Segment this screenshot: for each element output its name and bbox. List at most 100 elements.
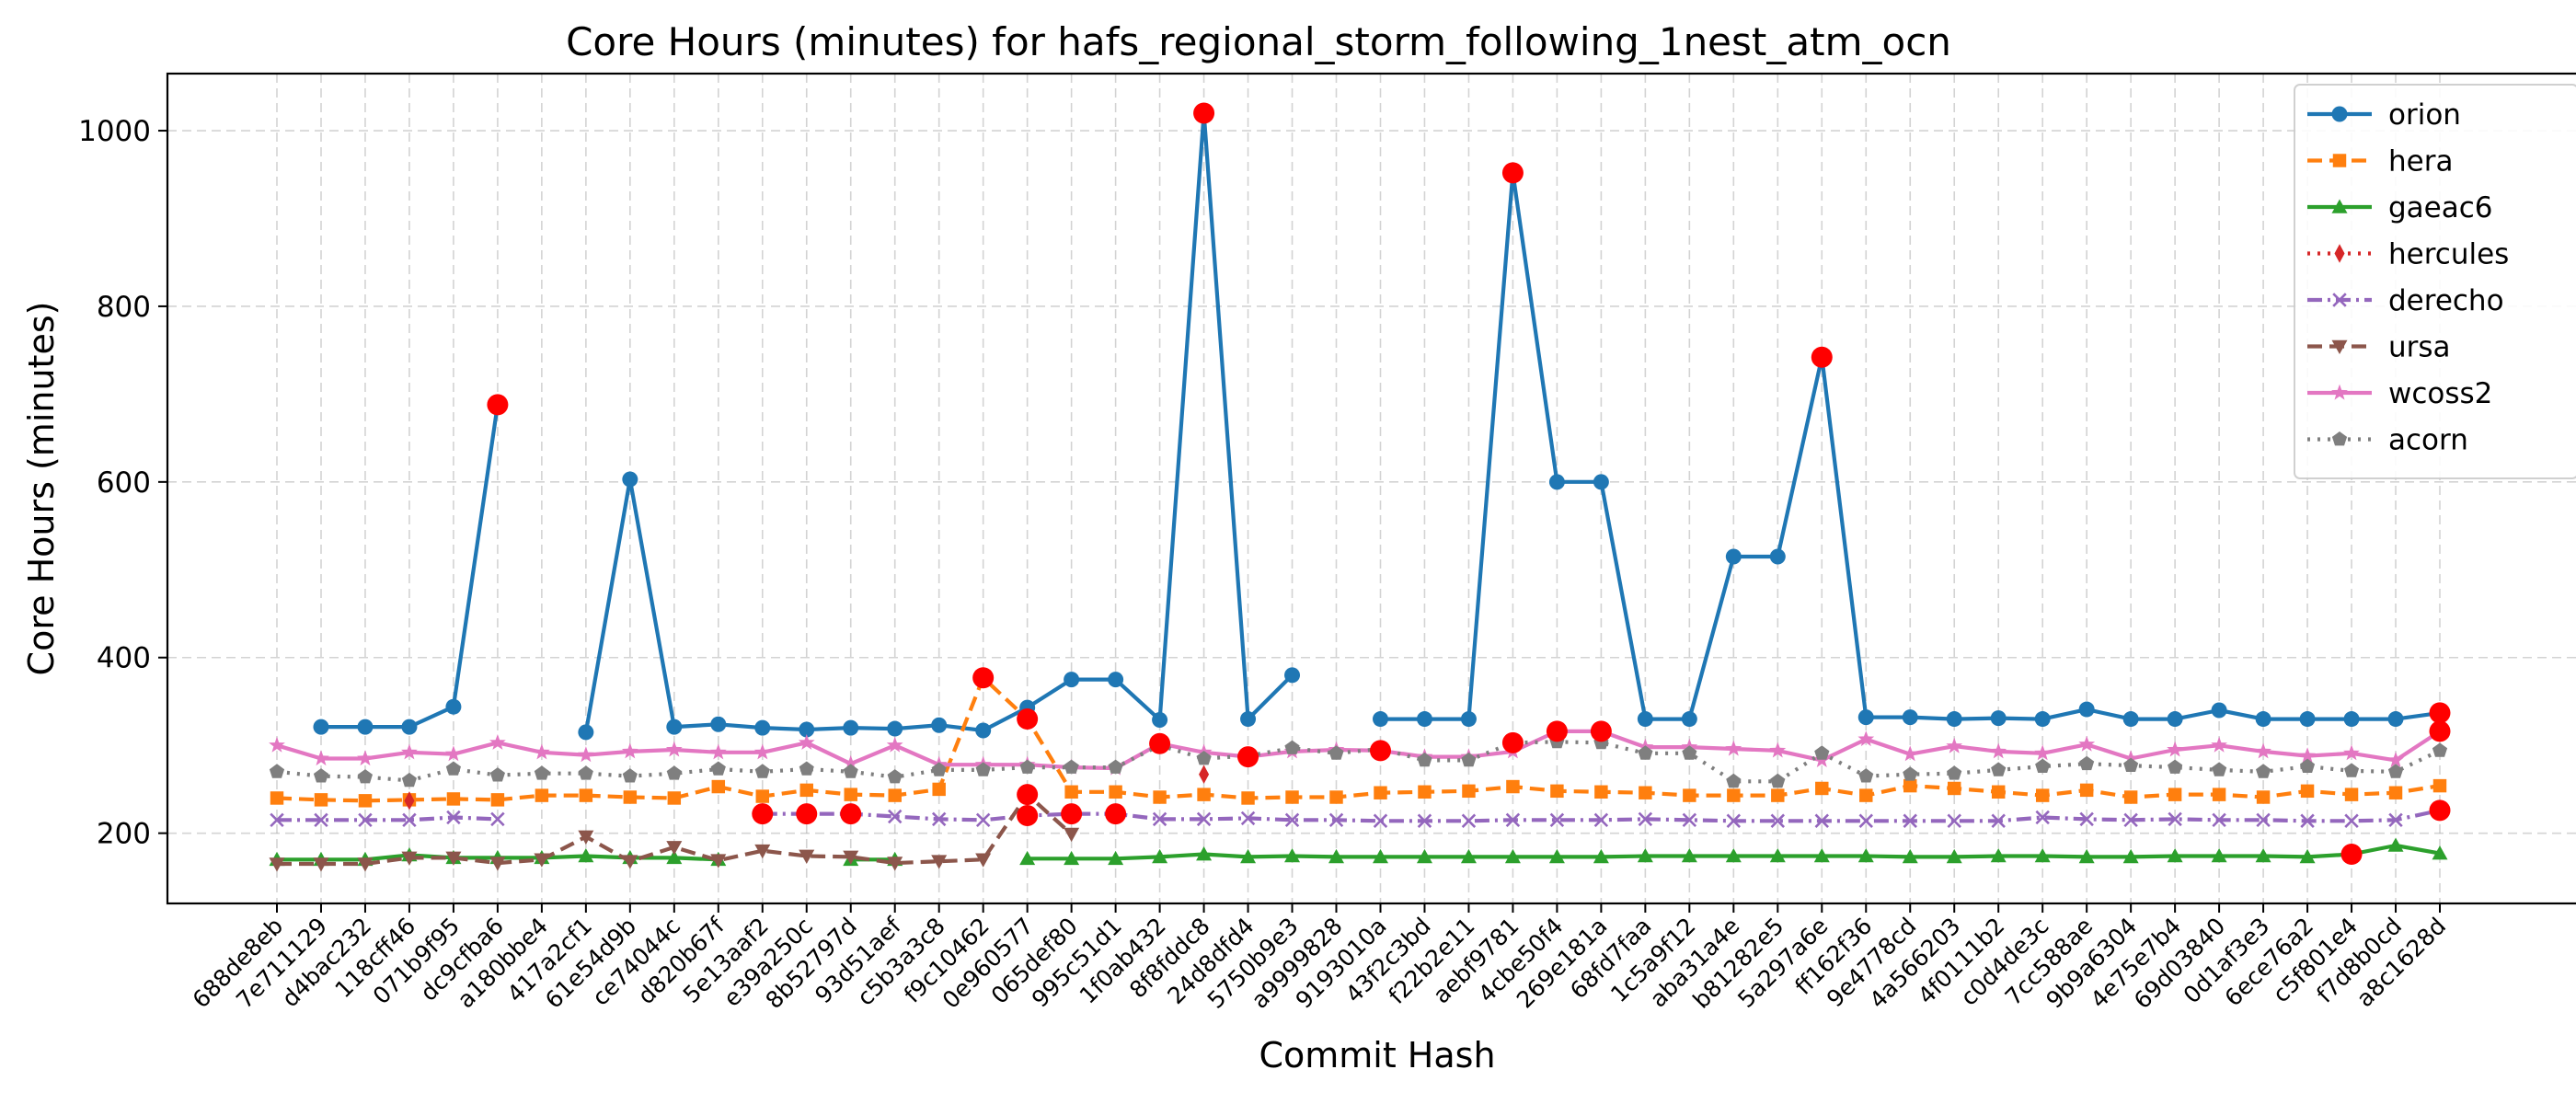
point-gaeac6 — [2211, 847, 2227, 863]
point-acorn — [2300, 758, 2316, 773]
point-hera — [1506, 779, 1520, 794]
series-line-derecho — [277, 815, 498, 822]
point-gaeac6 — [1902, 848, 1918, 864]
point-acorn — [887, 769, 903, 784]
point-derecho — [2168, 811, 2182, 827]
point-gaeac6 — [1019, 850, 1036, 866]
point-derecho — [2388, 812, 2403, 828]
highlight-point-wcoss2 — [1149, 732, 1171, 754]
point-hera — [1683, 788, 1696, 802]
legend-item-derecho: derecho — [2307, 284, 2504, 317]
point-derecho — [1284, 812, 1300, 828]
point-derecho — [2256, 812, 2271, 828]
point-derecho — [1770, 813, 1786, 828]
point-orion — [1681, 711, 1697, 728]
point-orion — [1857, 709, 1874, 726]
point-orion — [578, 724, 594, 741]
point-hera — [623, 790, 638, 804]
point-orion — [710, 716, 727, 732]
highlight-point-orion — [2429, 702, 2451, 724]
point-derecho — [1461, 813, 1477, 828]
point-ursa — [887, 857, 903, 871]
point-ursa — [313, 857, 329, 872]
highlight-point-derecho — [796, 803, 818, 825]
point-ursa — [401, 851, 418, 866]
point-acorn — [2123, 757, 2139, 772]
point-ursa — [534, 853, 550, 868]
point-acorn — [2035, 758, 2051, 773]
point-wcoss2 — [2387, 752, 2404, 767]
point-acorn — [666, 765, 682, 780]
series-lines — [269, 105, 2448, 872]
series-hercules — [404, 765, 1210, 811]
point-acorn — [2079, 755, 2095, 771]
point-hera — [1903, 778, 1917, 793]
point-orion — [401, 719, 418, 735]
series-orion — [313, 105, 2448, 741]
legend-item-orion: orion — [2307, 98, 2461, 132]
point-wcoss2 — [357, 750, 374, 766]
point-acorn — [1991, 762, 2007, 776]
series-line-acorn — [276, 740, 2441, 784]
point-derecho — [2344, 813, 2359, 828]
point-orion — [445, 698, 462, 715]
point-acorn — [1196, 751, 1212, 765]
point-hera — [2256, 790, 2271, 804]
point-wcoss2 — [1857, 730, 1875, 747]
point-wcoss2 — [313, 750, 329, 766]
point-hera — [579, 788, 593, 802]
point-acorn — [710, 761, 726, 776]
point-ursa — [445, 851, 462, 866]
point-ursa — [710, 854, 727, 868]
point-gaeac6 — [666, 849, 683, 865]
series-wcoss2 — [269, 722, 2448, 776]
point-acorn — [1064, 759, 1079, 774]
point-acorn — [1726, 773, 1742, 788]
point-acorn — [1417, 752, 1432, 767]
point-orion — [313, 719, 329, 735]
point-ursa — [799, 849, 815, 864]
point-derecho — [1682, 812, 1697, 828]
point-acorn — [489, 767, 505, 782]
point-hera — [1153, 790, 1167, 804]
point-hera — [1815, 781, 1829, 796]
point-wcoss2 — [2034, 744, 2052, 761]
point-acorn — [313, 768, 329, 783]
point-acorn — [622, 768, 638, 783]
legend-marker — [2331, 199, 2348, 213]
point-hera — [2388, 786, 2403, 799]
y-tick-label: 800 — [97, 291, 151, 324]
point-hera — [1109, 785, 1122, 799]
point-hera — [1462, 784, 1476, 799]
point-acorn — [1947, 765, 1962, 780]
point-hera — [358, 794, 373, 808]
legend-label: ursa — [2388, 331, 2451, 364]
point-derecho — [1328, 812, 1344, 828]
point-wcoss2 — [709, 743, 727, 760]
point-hera — [1727, 788, 1741, 802]
legend-marker — [2331, 384, 2348, 400]
point-wcoss2 — [489, 734, 506, 750]
point-gaeac6 — [1725, 847, 1742, 863]
point-gaeac6 — [2432, 845, 2448, 860]
highlight-point-wcoss2 — [1590, 720, 1612, 742]
point-acorn — [357, 769, 373, 784]
point-hercules — [1199, 765, 1210, 784]
highlight-point-wcoss2 — [1546, 720, 1568, 742]
highlight-point-hera — [972, 667, 995, 689]
point-derecho — [270, 812, 284, 828]
point-hera — [1418, 785, 1432, 799]
point-acorn — [401, 772, 417, 788]
point-orion — [622, 471, 638, 488]
point-derecho — [2079, 811, 2094, 827]
x-axis-ticks: 688de8eb7e711129d4bac232118cff46071b9f95… — [188, 903, 2451, 1014]
point-acorn — [799, 761, 814, 776]
highlight-point-ursa — [1017, 784, 1039, 806]
point-acorn — [2344, 763, 2360, 777]
highlight-point-orion — [1193, 102, 1215, 124]
point-derecho — [1858, 813, 1873, 828]
point-acorn — [1814, 745, 1830, 760]
point-orion — [2343, 711, 2360, 728]
point-hera — [1771, 788, 1785, 802]
legend: orion hera gaeac6 hercules derecho ursa wcoss2… — [2294, 84, 2576, 479]
